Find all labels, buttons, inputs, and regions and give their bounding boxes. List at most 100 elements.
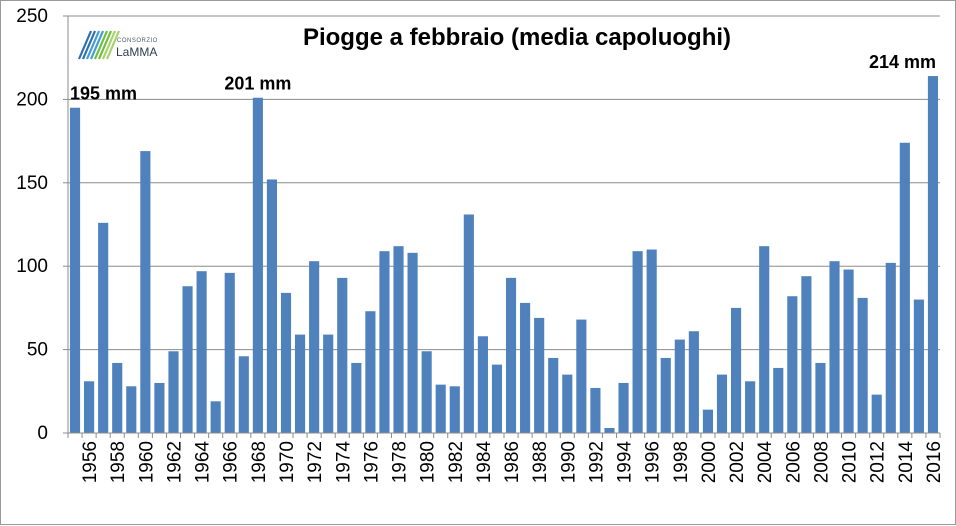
bar-2006 [787, 296, 798, 433]
x-tick-label: 1984 [474, 441, 495, 484]
bar-1972 [309, 261, 320, 433]
bar-1959 [126, 386, 137, 433]
annotations: 195 mm 201 mm 214 mm [70, 52, 936, 104]
bar-2003 [745, 381, 756, 433]
bar-2000 [702, 409, 713, 433]
bar-1974 [337, 277, 348, 433]
x-tick-label: 2014 [896, 441, 917, 484]
y-tick-label: 100 [16, 256, 48, 277]
y-tick-label: 50 [27, 340, 48, 361]
bar-1979 [407, 252, 418, 433]
bar-2012 [871, 394, 882, 433]
bar-1955 [69, 107, 81, 434]
y-tick-label: 200 [16, 89, 48, 110]
bar-1961 [154, 382, 165, 433]
x-tick-label: 2012 [868, 441, 889, 483]
x-tick-label: 1990 [558, 441, 579, 483]
x-tick-label: 1976 [361, 441, 382, 483]
bar-2016 [927, 76, 939, 433]
x-tick-label: 1968 [249, 441, 270, 483]
bar-1996 [646, 249, 657, 433]
bar-2007 [801, 276, 812, 433]
x-tick-label: 2008 [811, 441, 832, 483]
x-tick-label: 1994 [615, 441, 636, 484]
bar-1971 [295, 334, 306, 433]
bar-1957 [98, 222, 109, 433]
bar-1989 [548, 357, 559, 433]
bar-1969 [266, 179, 277, 433]
lamma-logo: CONSORZIO LaMMA [77, 30, 158, 60]
logo-stripe [101, 30, 117, 60]
bar-1993 [604, 427, 615, 433]
bar-1991 [576, 319, 587, 433]
annotation-label: 201 mm [224, 74, 291, 94]
bar-1960 [140, 151, 151, 433]
bar-2014 [899, 142, 910, 433]
logo-stripe [93, 30, 109, 60]
bar-2009 [829, 261, 840, 433]
bar-1956 [84, 381, 95, 433]
logo-stripe [81, 30, 97, 60]
bar-2008 [815, 362, 826, 433]
bar-1966 [224, 272, 235, 433]
x-tick-labels: 1956 1958 1960 1962 1964 1966 1968 1970 1972 1974… [80, 441, 945, 484]
logo-consorzio-text: CONSORZIO [117, 38, 158, 44]
bar-1958 [112, 362, 123, 433]
x-tick-label: 2000 [699, 441, 720, 483]
bar-1976 [365, 311, 376, 433]
x-tick-label: 2004 [755, 441, 776, 484]
bar-2005 [773, 367, 784, 433]
bar-2010 [843, 269, 854, 433]
bar-1985 [491, 364, 503, 433]
y-tick-labels: 0 50 100 150 200 250 [16, 6, 48, 444]
x-tick-label: 2002 [727, 441, 748, 483]
annotation-label: 214 mm [869, 52, 936, 72]
x-tick-label: 1970 [277, 441, 298, 483]
x-tick-label: 1978 [390, 441, 411, 483]
bar-1987 [520, 302, 531, 433]
annotation-label: 195 mm [70, 84, 137, 104]
bar-1968 [252, 97, 263, 434]
x-tick-label: 1988 [530, 441, 551, 483]
bar-1997 [660, 357, 671, 433]
bar-1998 [674, 339, 685, 433]
x-tick-label: 1956 [80, 441, 101, 483]
logo-stripe [105, 30, 121, 60]
bar-1982 [449, 386, 460, 433]
x-tick-label: 1986 [502, 441, 523, 483]
x-tick-label: 1982 [446, 441, 467, 483]
bar-2004 [759, 246, 770, 433]
bar-1978 [393, 246, 404, 433]
x-tick-label: 1980 [418, 441, 439, 483]
x-tick-label: 1992 [586, 441, 607, 483]
bar-1967 [238, 356, 249, 433]
bar-1986 [505, 277, 517, 433]
x-tick-label: 2010 [840, 441, 861, 483]
bar-2015 [913, 299, 924, 433]
bar-1983 [463, 214, 474, 433]
y-tick-label: 250 [16, 6, 48, 27]
x-tick-label: 1964 [193, 441, 214, 484]
x-tick-label: 1972 [305, 441, 326, 483]
bar-1965 [210, 401, 221, 433]
x-tick-label: 1998 [671, 441, 692, 483]
x-tick-label: 1960 [136, 441, 157, 483]
logo-stripe [89, 30, 105, 60]
bar-1963 [182, 286, 193, 433]
bar-1975 [351, 362, 362, 433]
bar-1990 [562, 374, 573, 433]
x-tick-label: 1958 [108, 441, 129, 483]
bar-1973 [323, 334, 334, 433]
bar-2013 [885, 262, 896, 433]
x-tick-label: 1996 [643, 441, 664, 483]
logo-stripe [85, 30, 101, 60]
bar-1992 [590, 387, 601, 433]
x-tick-label: 1974 [333, 441, 354, 484]
bar-1962 [168, 351, 179, 433]
bar-1977 [379, 251, 390, 433]
bar-1988 [534, 317, 545, 433]
x-tick-label: 1962 [164, 441, 185, 483]
logo-lamma-text: LaMMA [116, 45, 157, 59]
